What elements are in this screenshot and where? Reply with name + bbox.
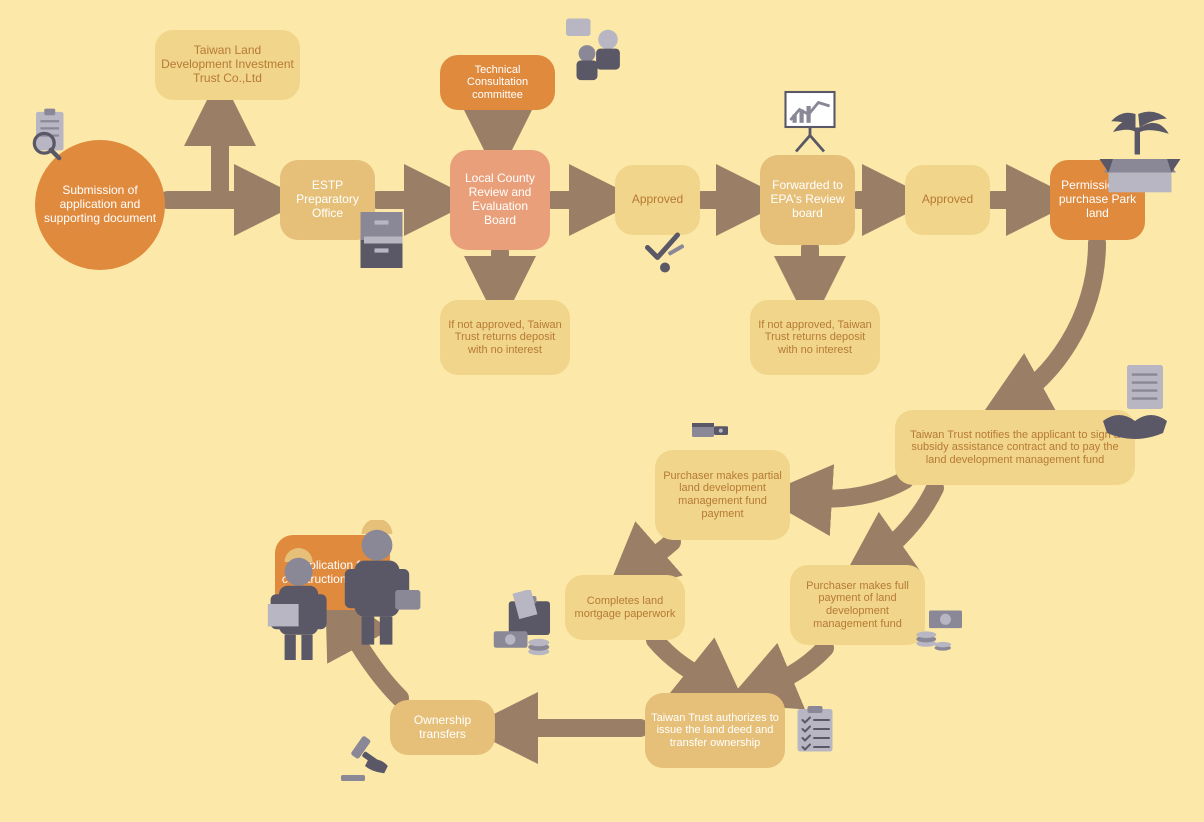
edge-e12	[796, 480, 905, 499]
node-label-techCons: Technical Consultation committee	[446, 64, 549, 102]
edge-e18	[342, 615, 400, 698]
node-label-ownership: Ownership transfers	[396, 714, 489, 742]
meeting-icon	[555, 15, 640, 85]
node-label-forwarded: Forwarded to EPA's Review board	[766, 179, 849, 220]
node-ownership: Ownership transfers	[390, 700, 495, 755]
node-label-notApproved2: If not approved, Taiwan Trust returns de…	[756, 319, 874, 357]
node-taiwanLand: Taiwan Land Development Investment Trust…	[155, 30, 300, 100]
node-label-notify: Taiwan Trust notifies the applicant to s…	[901, 429, 1129, 467]
node-notApproved2: If not approved, Taiwan Trust returns de…	[750, 300, 880, 375]
node-forwarded: Forwarded to EPA's Review board	[760, 155, 855, 245]
node-label-mortgage: Completes land mortgage paperwork	[571, 595, 679, 620]
node-label-permission: Permission to purchase Park land	[1056, 179, 1139, 220]
edge-e13	[870, 488, 935, 562]
node-localReview: Local County Review and Evaluation Board	[450, 150, 550, 250]
node-label-approved1: Approved	[632, 193, 683, 207]
node-label-approved2: Approved	[922, 193, 973, 207]
edge-e14	[632, 542, 672, 572]
node-label-notApproved1: If not approved, Taiwan Trust returns de…	[446, 319, 564, 357]
node-label-submission: Submission of application and supporting…	[41, 184, 159, 225]
node-label-construction: Application for construction permit	[281, 559, 384, 587]
checklist-icon	[790, 700, 840, 760]
node-construction: Application for construction permit	[275, 535, 390, 610]
node-label-estp: ESTP Preparatory Office	[286, 179, 369, 220]
node-label-localReview: Local County Review and Evaluation Board	[456, 172, 544, 227]
node-approved2: Approved	[905, 165, 990, 235]
node-label-partial: Purchaser makes partial land development…	[661, 470, 784, 521]
node-submission: Submission of application and supporting…	[35, 140, 165, 270]
chart-easel-icon	[775, 85, 845, 155]
node-label-full: Purchaser makes full payment of land dev…	[796, 580, 919, 631]
node-estp: ESTP Preparatory Office	[280, 160, 375, 240]
node-mortgage: Completes land mortgage paperwork	[565, 575, 685, 640]
node-approved1: Approved	[615, 165, 700, 235]
edge-e15	[655, 640, 720, 688]
node-authorize: Taiwan Trust authorizes to issue the lan…	[645, 693, 785, 768]
node-label-authorize: Taiwan Trust authorizes to issue the lan…	[651, 712, 779, 750]
node-full: Purchaser makes full payment of land dev…	[790, 565, 925, 645]
wallet-icon	[680, 415, 740, 455]
briefcase-cash-icon	[485, 590, 570, 665]
node-notify: Taiwan Trust notifies the applicant to s…	[895, 410, 1135, 485]
node-label-taiwanLand: Taiwan Land Development Investment Trust…	[161, 44, 294, 85]
node-notApproved1: If not approved, Taiwan Trust returns de…	[440, 300, 570, 375]
node-permission: Permission to purchase Park land	[1050, 160, 1145, 240]
node-techCons: Technical Consultation committee	[440, 55, 555, 110]
edge-e16	[758, 648, 825, 690]
node-partial: Purchaser makes partial land development…	[655, 450, 790, 540]
edge-e11	[1010, 243, 1097, 402]
